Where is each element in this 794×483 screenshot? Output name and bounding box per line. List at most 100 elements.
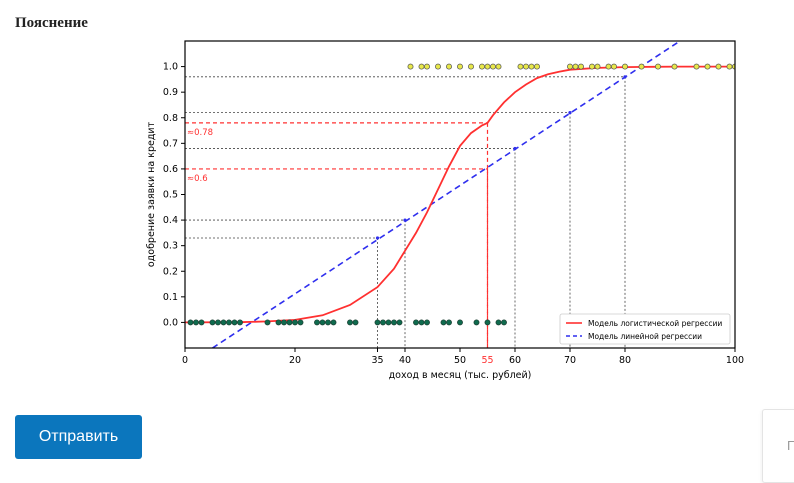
data-point-accepted-23 [638,63,645,70]
x-tick-label-3: 40 [399,355,411,366]
data-point-rejected-18 [330,319,337,326]
data-point-rejected-25 [396,319,403,326]
data-point-rejected-10 [275,319,282,326]
section-heading: Пояснение [15,15,88,31]
data-point-rejected-5 [220,319,227,326]
data-point-accepted-1 [418,63,425,70]
series-linear-regression-line [212,41,681,348]
data-point-rejected-7 [231,319,238,326]
data-point-rejected-30 [446,319,452,326]
data-point-accepted-19 [594,63,601,70]
plot-area [185,41,735,348]
data-point-accepted-10 [495,63,502,70]
data-point-accepted-8 [484,63,491,70]
annotation-y-1: ≈0.6 [187,174,208,184]
y-tick-label-1: 0.1 [163,292,178,303]
data-point-accepted-14 [534,63,540,70]
data-point-rejected-34 [495,319,502,326]
data-point-accepted-29 [726,63,733,70]
annotation-x-2: 55 [481,355,493,366]
annotation-y-0: ≈0.78 [187,128,213,138]
data-point-accepted-16 [572,63,579,70]
reference-marker-2 [513,146,517,151]
data-point-accepted-28 [715,63,722,70]
data-point-accepted-22 [622,63,628,70]
x-tick-label-4: 50 [454,355,466,366]
data-point-accepted-11 [517,63,524,70]
side-panel-label: П [787,438,794,453]
data-point-rejected-35 [501,319,507,326]
x-tick-label-8: 100 [726,355,744,366]
data-point-accepted-18 [589,63,595,70]
data-point-accepted-26 [693,63,700,70]
data-point-accepted-15 [567,63,573,70]
data-point-rejected-8 [237,319,243,326]
data-point-accepted-7 [479,63,485,70]
data-point-accepted-9 [490,63,496,70]
data-point-rejected-1 [193,319,199,326]
legend-box [559,313,731,345]
submit-button[interactable]: Отправить [15,415,142,459]
data-point-accepted-24 [655,63,661,70]
x-tick-label-5: 60 [509,355,521,366]
x-tick-label-1: 20 [289,355,301,366]
y-tick-label-7: 0.7 [163,138,178,149]
y-tick-label-9: 0.9 [163,87,178,98]
data-point-accepted-0 [407,63,414,70]
x-tick-label-2: 35 [371,355,383,366]
y-axis-label: одобрение заявки на кредит [146,121,157,267]
data-point-accepted-6 [468,63,474,70]
data-point-accepted-27 [704,63,711,70]
data-point-rejected-16 [319,319,326,326]
data-point-rejected-20 [352,319,359,326]
data-point-accepted-12 [523,63,529,70]
data-point-rejected-6 [226,319,232,326]
data-point-rejected-9 [264,319,271,326]
data-point-rejected-29 [440,319,447,326]
data-point-rejected-4 [215,319,221,326]
plot-frame [184,40,736,349]
data-point-rejected-12 [286,319,293,326]
data-point-accepted-25 [671,63,678,70]
data-point-rejected-19 [347,319,353,326]
data-point-accepted-17 [578,63,584,70]
y-tick-label-3: 0.3 [163,241,178,252]
data-point-rejected-24 [391,319,397,326]
y-tick-label-10: 1.0 [163,62,178,73]
reference-marker-1 [403,218,407,222]
data-point-accepted-3 [435,63,441,70]
side-panel-tab[interactable]: П [762,409,794,483]
x-tick-label-6: 70 [564,355,576,366]
data-point-rejected-3 [209,319,216,326]
regression-chart: 0.0 0.1 0.2 0.3 0.4 0.5 0.6 0.7 0.8 0.9 1.0 0 20 35 40… [146,40,744,381]
data-point-accepted-2 [424,63,430,70]
x-tick-label-7: 80 [619,355,631,366]
data-point-accepted-13 [528,63,535,70]
data-point-rejected-14 [297,319,304,326]
data-point-rejected-13 [292,319,298,326]
data-point-rejected-23 [385,319,392,326]
data-point-accepted-20 [605,63,612,70]
data-point-rejected-32 [473,319,480,326]
data-point-accepted-30 [732,63,735,70]
reference-marker-0 [375,236,380,240]
reference-marker-4 [623,75,627,79]
data-point-rejected-2 [198,319,205,326]
y-tick-label-2: 0.2 [163,266,178,277]
data-point-accepted-4 [446,63,452,70]
y-tick-label-0: 0.0 [163,317,178,328]
data-point-rejected-21 [374,319,381,326]
data-point-accepted-5 [457,63,463,70]
y-tick-label-4: 0.4 [163,215,178,226]
data-point-rejected-33 [484,319,491,326]
y-tick-label-8: 0.8 [163,113,178,124]
data-point-rejected-28 [424,319,430,326]
data-point-accepted-21 [611,63,617,70]
data-point-rejected-11 [281,319,287,326]
reference-marker-3 [568,111,572,115]
x-tick-label-0: 0 [182,355,188,366]
data-point-rejected-17 [325,319,331,326]
legend-label-0: Модель логистической регрессии [588,319,722,328]
data-point-rejected-22 [380,319,386,326]
data-point-rejected-15 [314,319,320,326]
